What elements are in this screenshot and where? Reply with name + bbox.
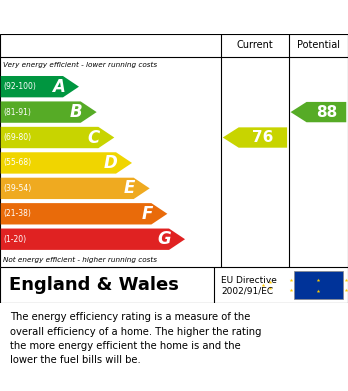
Text: B: B bbox=[70, 103, 82, 121]
Text: (55-68): (55-68) bbox=[3, 158, 32, 167]
Text: (81-91): (81-91) bbox=[3, 108, 31, 117]
Polygon shape bbox=[223, 127, 287, 148]
Polygon shape bbox=[1, 76, 79, 97]
Text: 76: 76 bbox=[252, 130, 274, 145]
Polygon shape bbox=[291, 102, 346, 122]
Text: C: C bbox=[88, 129, 100, 147]
Text: The energy efficiency rating is a measure of the
overall efficiency of a home. T: The energy efficiency rating is a measur… bbox=[10, 312, 262, 365]
Text: Not energy efficient - higher running costs: Not energy efficient - higher running co… bbox=[3, 256, 158, 262]
Text: (92-100): (92-100) bbox=[3, 82, 36, 91]
Text: F: F bbox=[142, 205, 153, 223]
Text: A: A bbox=[52, 78, 65, 96]
Polygon shape bbox=[1, 101, 97, 123]
Text: D: D bbox=[104, 154, 118, 172]
Text: (69-80): (69-80) bbox=[3, 133, 32, 142]
Polygon shape bbox=[1, 178, 150, 199]
Polygon shape bbox=[1, 152, 132, 174]
Polygon shape bbox=[1, 127, 114, 148]
Text: Very energy efficient - lower running costs: Very energy efficient - lower running co… bbox=[3, 62, 158, 68]
Text: (39-54): (39-54) bbox=[3, 184, 32, 193]
Text: E: E bbox=[124, 179, 135, 197]
Polygon shape bbox=[1, 229, 185, 250]
Polygon shape bbox=[1, 203, 167, 224]
Text: 2002/91/EC: 2002/91/EC bbox=[221, 286, 273, 295]
Text: Energy Efficiency Rating: Energy Efficiency Rating bbox=[10, 10, 220, 25]
Text: 88: 88 bbox=[316, 105, 337, 120]
Text: G: G bbox=[157, 230, 171, 248]
Text: (21-38): (21-38) bbox=[3, 209, 31, 218]
Text: England & Wales: England & Wales bbox=[9, 276, 179, 294]
Text: Current: Current bbox=[237, 40, 273, 50]
Bar bbox=[294, 271, 343, 299]
Text: (1-20): (1-20) bbox=[3, 235, 26, 244]
Text: EU Directive: EU Directive bbox=[221, 276, 277, 285]
Text: Potential: Potential bbox=[297, 40, 340, 50]
